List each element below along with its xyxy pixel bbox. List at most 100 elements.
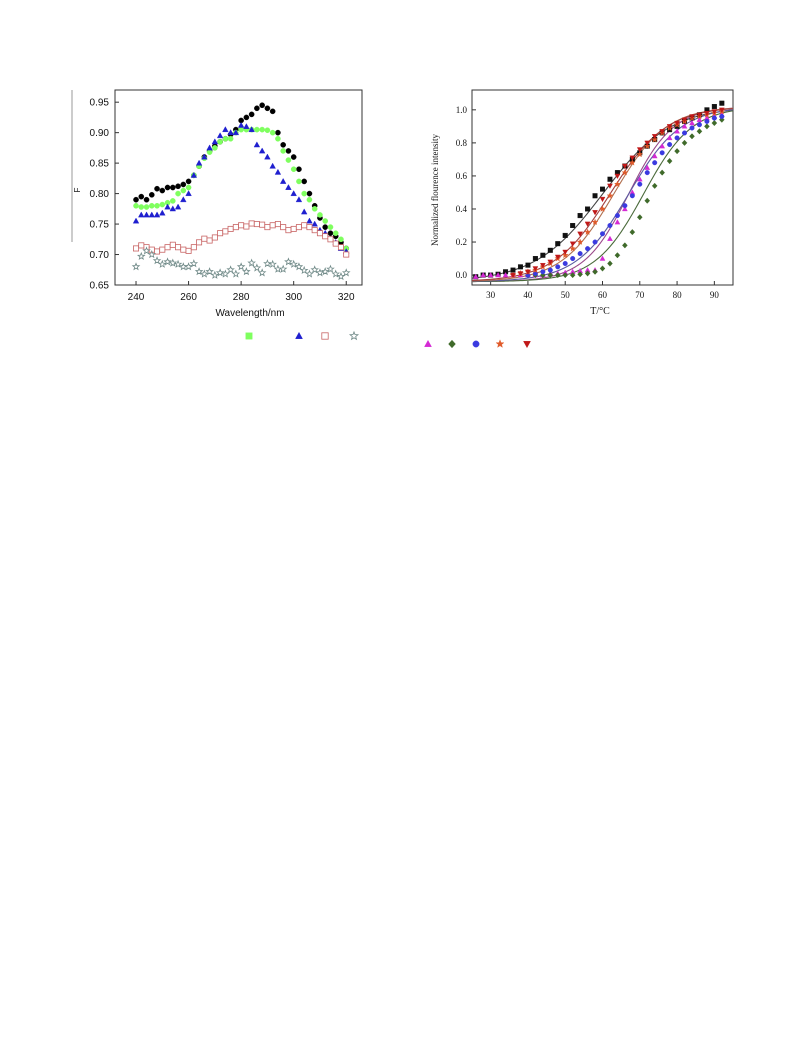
data-point xyxy=(131,262,141,271)
data-point xyxy=(217,138,223,145)
data-point xyxy=(562,232,568,238)
data-point xyxy=(569,245,577,252)
data-point xyxy=(206,149,213,155)
data-point xyxy=(154,202,160,209)
series-3-circle xyxy=(525,113,725,278)
data-point xyxy=(585,246,591,252)
data-point xyxy=(331,269,341,278)
data-point xyxy=(264,105,271,112)
data-point xyxy=(238,222,245,229)
data-point xyxy=(651,182,658,189)
data-point xyxy=(659,169,665,176)
x-tick-label: 280 xyxy=(233,292,250,303)
data-point xyxy=(269,108,276,115)
legend-marker-star xyxy=(495,339,505,348)
data-point xyxy=(180,246,187,253)
data-point xyxy=(570,223,576,229)
y-axis-label-left: F xyxy=(73,187,82,192)
data-point xyxy=(190,244,197,251)
data-point xyxy=(614,173,621,179)
data-point xyxy=(206,144,213,151)
data-point xyxy=(629,229,636,236)
data-point xyxy=(311,227,318,234)
data-point xyxy=(143,211,150,218)
data-point xyxy=(247,258,256,267)
data-point xyxy=(299,265,309,275)
data-point xyxy=(143,204,150,210)
data-point xyxy=(185,190,192,197)
data-point xyxy=(637,181,643,187)
data-point xyxy=(696,122,702,128)
data-point xyxy=(237,121,245,128)
data-point xyxy=(143,196,150,203)
data-point xyxy=(704,118,710,124)
data-point xyxy=(306,190,313,197)
data-point xyxy=(259,126,265,133)
data-point xyxy=(159,201,166,208)
data-point xyxy=(232,224,239,231)
data-point xyxy=(689,119,695,126)
legend-marker-square xyxy=(245,332,253,340)
data-point xyxy=(257,268,267,277)
data-point xyxy=(338,236,344,243)
data-point xyxy=(674,128,680,134)
x-tick-label: 80 xyxy=(673,290,683,300)
data-point xyxy=(562,272,569,279)
data-point xyxy=(285,148,292,154)
data-point xyxy=(133,245,140,252)
data-point xyxy=(622,205,628,212)
data-point xyxy=(562,249,569,256)
data-point xyxy=(711,119,718,127)
data-point xyxy=(629,155,636,161)
data-point xyxy=(584,221,591,227)
data-point xyxy=(628,159,636,166)
data-point xyxy=(238,126,244,133)
data-point xyxy=(133,202,139,209)
data-point xyxy=(164,244,171,251)
y-tick-label: 1.0 xyxy=(456,105,468,115)
data-point xyxy=(211,234,218,241)
data-point xyxy=(547,247,553,253)
data-point xyxy=(269,222,276,229)
y-tick-label: 0.4 xyxy=(456,204,468,214)
data-point xyxy=(175,183,181,190)
data-point xyxy=(584,270,591,277)
data-point xyxy=(666,134,673,141)
data-point xyxy=(547,259,554,265)
data-point xyxy=(310,265,319,274)
data-point xyxy=(689,114,695,120)
data-point xyxy=(607,235,613,241)
data-point xyxy=(674,148,680,155)
data-point xyxy=(576,238,584,245)
data-point xyxy=(652,160,658,166)
data-point xyxy=(666,124,673,130)
data-point xyxy=(343,251,350,258)
data-point xyxy=(217,230,224,237)
data-point xyxy=(681,139,688,146)
data-point xyxy=(253,221,260,228)
data-point xyxy=(158,259,167,268)
data-point xyxy=(132,217,140,224)
data-point xyxy=(719,113,725,119)
data-point xyxy=(274,168,282,175)
data-point xyxy=(681,117,688,123)
data-point xyxy=(170,198,176,204)
series-5-triangle-down xyxy=(510,107,725,279)
data-point xyxy=(159,187,166,194)
data-point xyxy=(268,259,277,268)
data-point xyxy=(636,147,643,153)
data-point xyxy=(253,141,261,148)
data-point xyxy=(206,237,213,244)
data-point xyxy=(599,265,606,272)
data-point xyxy=(636,214,643,221)
data-point xyxy=(232,129,240,136)
data-point xyxy=(585,206,591,212)
data-point xyxy=(138,204,145,210)
data-point xyxy=(577,231,583,237)
data-point xyxy=(285,227,292,234)
data-point xyxy=(169,241,176,248)
data-point xyxy=(212,145,218,151)
data-point xyxy=(704,110,710,117)
data-point xyxy=(295,224,302,231)
data-point xyxy=(169,205,177,212)
